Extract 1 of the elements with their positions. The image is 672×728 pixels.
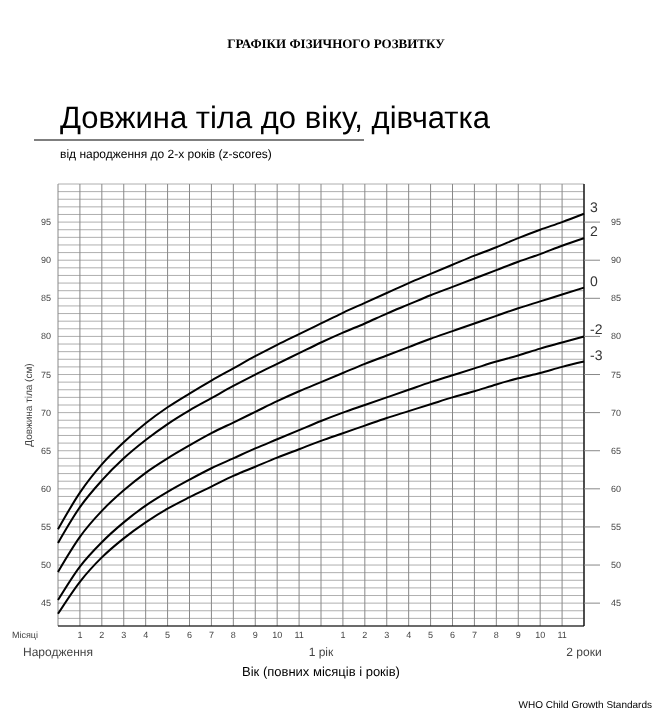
- chart-title: Довжина тіла до віку, дівчатка: [60, 102, 491, 136]
